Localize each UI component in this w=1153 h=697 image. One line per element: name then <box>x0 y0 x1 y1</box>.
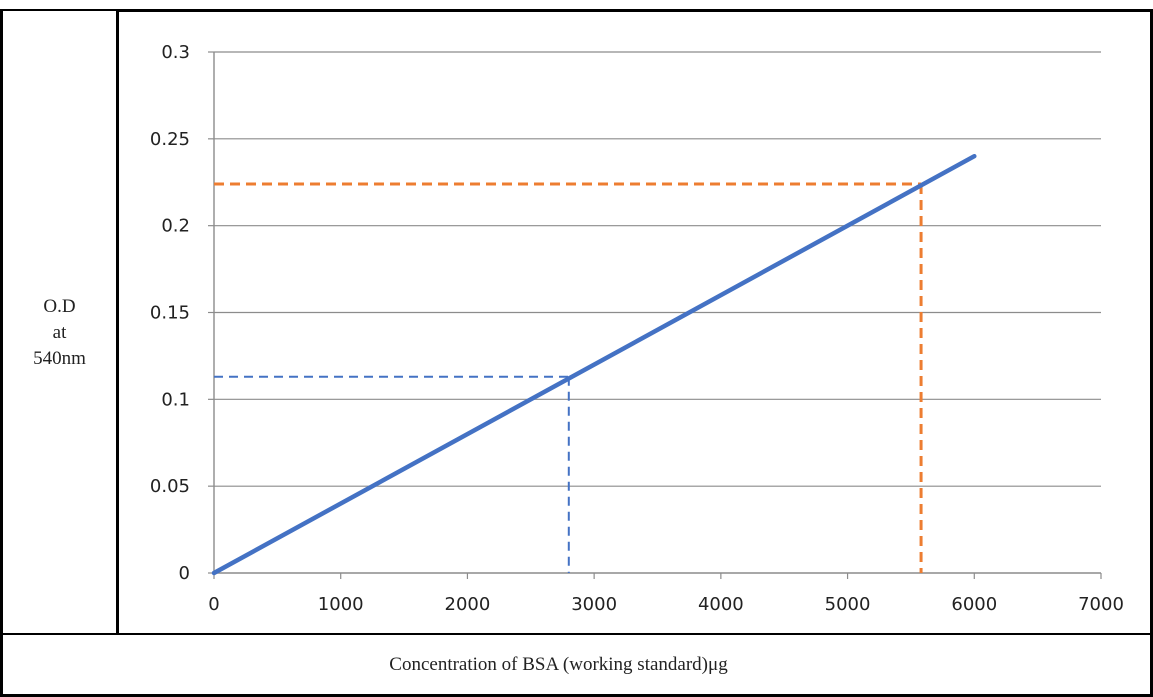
y-axis-label-line-3: 540nm <box>33 348 86 369</box>
data-series <box>211 153 977 576</box>
x-tick-label-1: 1000 <box>318 594 364 615</box>
x-tick-label-4: 4000 <box>698 594 744 615</box>
x-axis-label-cell: Concentration of BSA (working standard)μ… <box>3 635 1150 695</box>
x-tick-label-7: 7000 <box>1078 594 1124 615</box>
grid-lines <box>214 51 1101 487</box>
y-tick-label-5: 0.25 <box>150 129 190 150</box>
y-axis-label-cell: O.D at 540nm <box>3 13 116 633</box>
x-tick-label-5: 5000 <box>825 594 871 615</box>
x-tick-label-3: 3000 <box>571 594 617 615</box>
reference-lines <box>214 182 923 573</box>
column-divider <box>116 11 119 634</box>
plot-area: 0 0.05 0.1 0.15 0.2 0.25 0.3 0 1000 2000 3000 4000… <box>150 42 1124 615</box>
y-tick-label-0: 0 <box>179 563 190 584</box>
x-tick-label-0: 0 <box>208 594 219 615</box>
inner-top-border <box>119 11 1150 14</box>
x-axis-label: Concentration of BSA (working standard)μ… <box>389 654 728 675</box>
y-axis-label-line-2: at <box>52 322 67 343</box>
series-line-0 <box>211 153 977 576</box>
x-tick-label-2: 2000 <box>445 594 491 615</box>
y-axis-label-line-1: O.D <box>43 296 76 317</box>
y-tick-label-6: 0.3 <box>161 42 190 63</box>
y-tick-label-4: 0.2 <box>161 216 190 237</box>
x-tick-labels: 0 1000 2000 3000 4000 5000 6000 7000 <box>208 594 1124 615</box>
y-tick-label-3: 0.15 <box>150 303 190 324</box>
y-tick-label-2: 0.1 <box>161 389 190 410</box>
y-tick-label-1: 0.05 <box>150 476 190 497</box>
x-tick-label-6: 6000 <box>951 594 997 615</box>
frame-top-edge <box>0 0 1153 11</box>
y-tick-labels: 0 0.05 0.1 0.15 0.2 0.25 0.3 <box>150 42 190 584</box>
axes <box>208 51 1102 579</box>
y-axis-label: O.D at 540nm <box>33 294 86 372</box>
row-divider <box>3 633 1150 635</box>
